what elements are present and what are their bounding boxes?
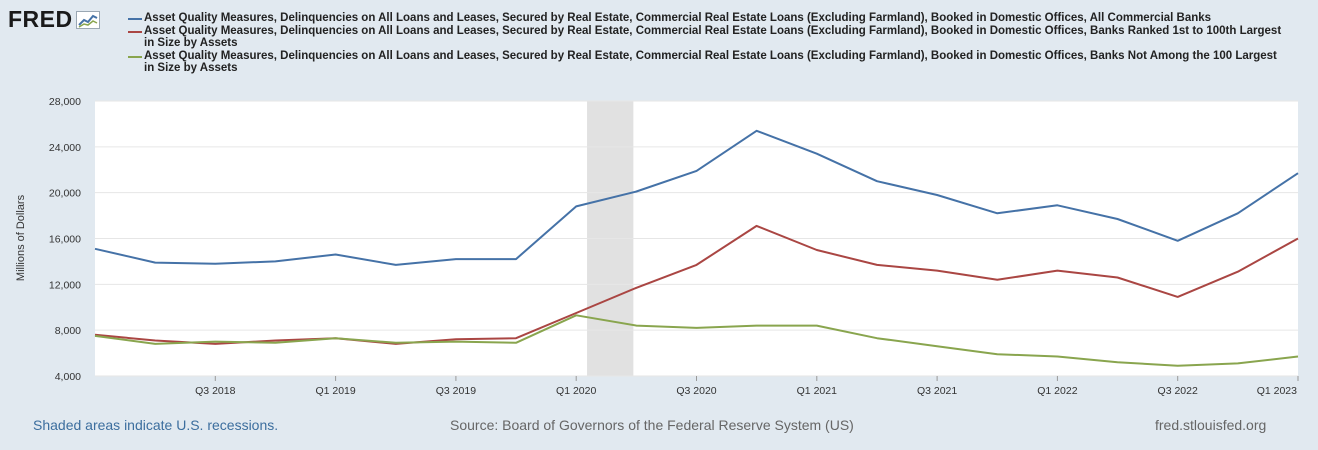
legend-label: Asset Quality Measures, Delinquencies on…: [144, 49, 1277, 75]
y-tick-label: 28,000: [49, 96, 81, 108]
x-tick-label: Q1 2023: [1257, 385, 1297, 397]
x-tick-label: Q1 2019: [315, 385, 355, 397]
y-tick-label: 24,000: [49, 142, 81, 154]
x-tick-label: Q3 2021: [917, 385, 957, 397]
trend-chart-icon: [75, 10, 100, 29]
x-tick-label: Q3 2020: [676, 385, 716, 397]
y-tick-label: 8,000: [55, 325, 81, 337]
legend-item-not-top100-banks[interactable]: Asset Quality Measures, Delinquencies on…: [128, 50, 1288, 75]
legend-label: Asset Quality Measures, Delinquencies on…: [144, 24, 1282, 50]
y-tick-label: 4,000: [55, 371, 81, 383]
y-tick-label: 20,000: [49, 188, 81, 200]
source-note: Source: Board of Governors of the Federa…: [450, 417, 854, 433]
recession-note: Shaded areas indicate U.S. recessions.: [33, 417, 279, 433]
legend-item-top100-banks[interactable]: Asset Quality Measures, Delinquencies on…: [128, 25, 1288, 50]
series-line-not-top100-banks[interactable]: [94, 314, 1299, 367]
x-tick-label: Q1 2020: [556, 385, 596, 397]
line-chart: Q3 2018 Q1 2019 Q3 2019 Q1 2020 Q3 2020 Q1 20…: [15, 96, 1299, 397]
legend-swatch: [128, 30, 142, 33]
y-axis-label: Millions of Dollars: [15, 194, 27, 281]
x-tick-label: Q1 2021: [797, 385, 837, 397]
x-tick-label: Q3 2022: [1158, 385, 1198, 397]
legend-item-all-banks[interactable]: Asset Quality Measures, Delinquencies on…: [128, 12, 1288, 25]
legend-label: Asset Quality Measures, Delinquencies on…: [144, 12, 1212, 24]
x-tick-label: Q3 2018: [195, 385, 235, 397]
fred-logo[interactable]: FRED: [8, 6, 100, 33]
legend: Asset Quality Measures, Delinquencies on…: [128, 12, 1288, 75]
y-tick-label: 12,000: [49, 279, 81, 291]
legend-swatch: [128, 18, 142, 20]
x-tick-label: Q1 2022: [1037, 385, 1077, 397]
legend-swatch: [128, 55, 142, 58]
y-tick-label: 16,000: [49, 234, 81, 246]
x-tick-label: Q3 2019: [436, 385, 476, 397]
logo-text: FRED: [8, 6, 73, 32]
series-line-top100-banks[interactable]: [94, 224, 1299, 345]
series-line-all-banks[interactable]: [94, 129, 1299, 266]
site-link[interactable]: fred.stlouisfed.org: [1155, 417, 1267, 433]
